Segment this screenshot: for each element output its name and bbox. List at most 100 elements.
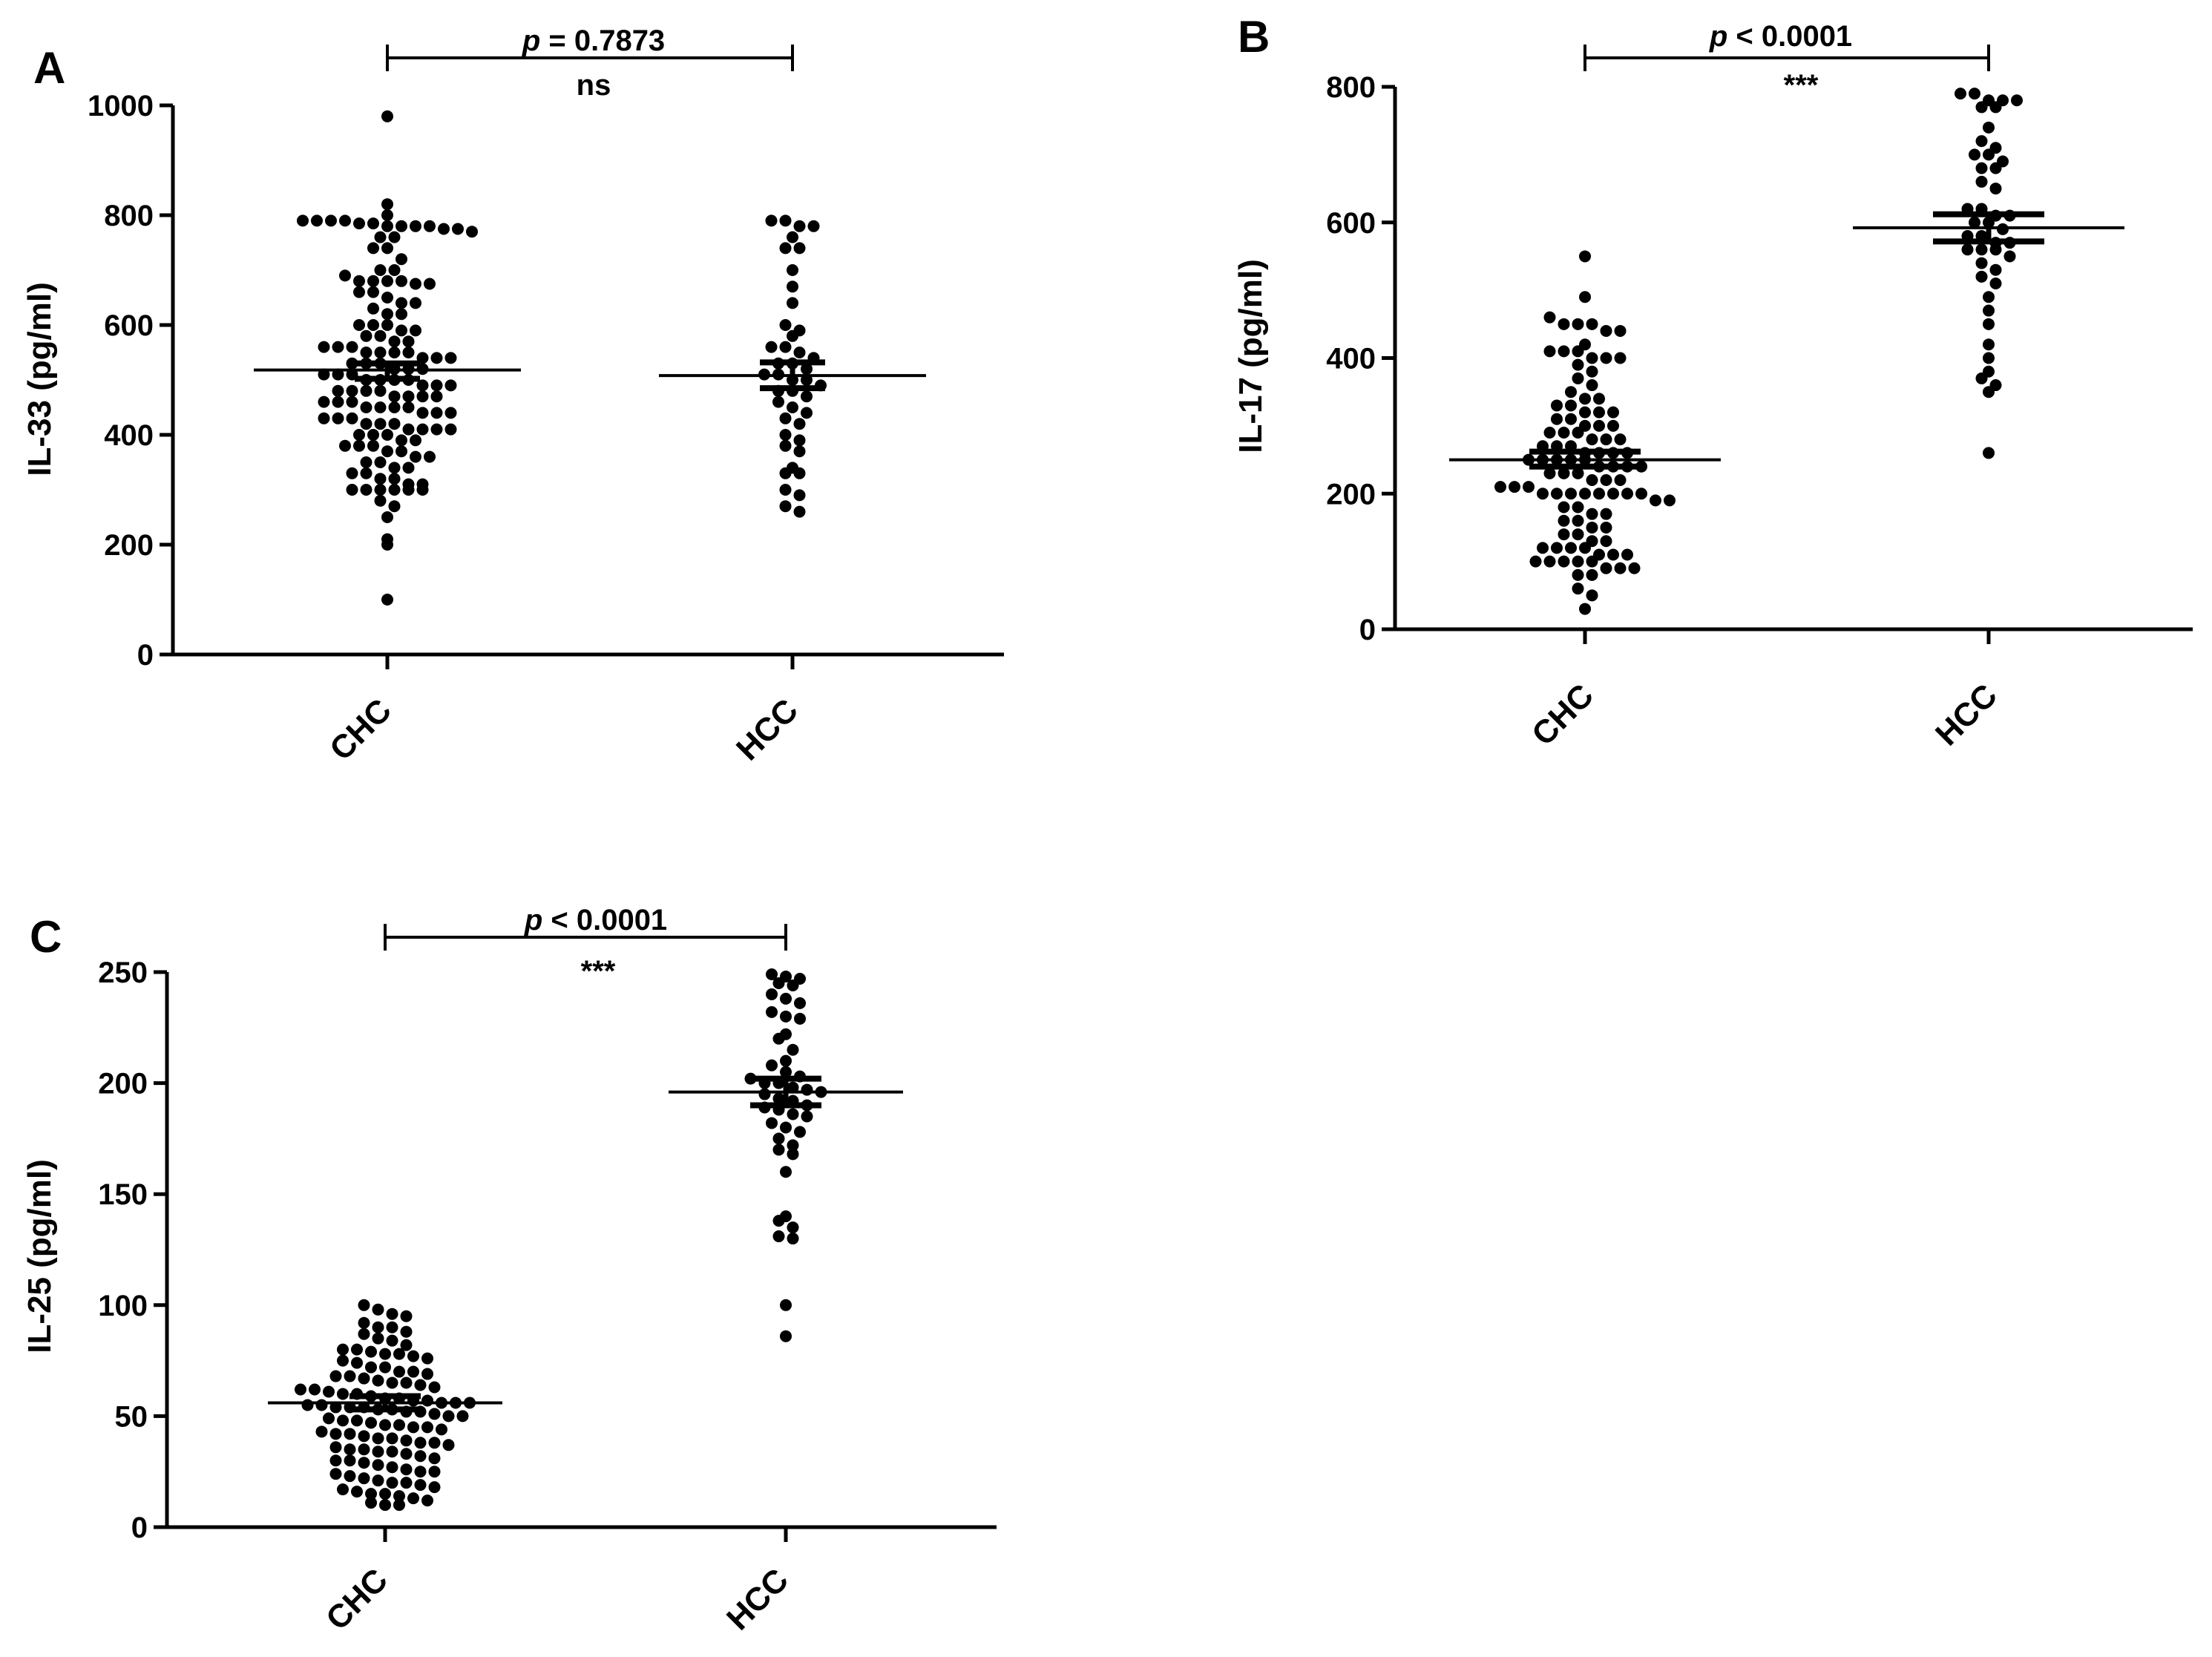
data-point bbox=[1572, 318, 1584, 330]
data-point bbox=[1614, 473, 1627, 486]
data-point bbox=[779, 214, 792, 227]
y-tick-label: 1000 bbox=[88, 90, 154, 122]
data-point bbox=[410, 324, 421, 337]
data-point bbox=[1523, 481, 1535, 493]
data-point bbox=[388, 335, 401, 348]
data-point bbox=[400, 1434, 413, 1447]
data-point bbox=[388, 264, 401, 276]
data-point bbox=[388, 231, 401, 243]
data-point bbox=[393, 1419, 405, 1431]
data-point bbox=[337, 1354, 349, 1367]
data-point bbox=[765, 341, 778, 353]
data-point bbox=[1543, 345, 1556, 358]
data-point bbox=[396, 275, 407, 287]
data-point bbox=[793, 418, 806, 430]
data-point bbox=[381, 220, 393, 232]
data-point bbox=[1551, 488, 1563, 500]
data-point bbox=[388, 484, 401, 496]
data-point bbox=[1600, 352, 1612, 364]
data-point bbox=[1551, 542, 1563, 554]
data-point bbox=[766, 1117, 778, 1129]
data-point bbox=[780, 1010, 792, 1023]
data-point bbox=[374, 418, 387, 430]
data-point bbox=[780, 1299, 792, 1311]
data-point bbox=[374, 484, 387, 496]
panel-c-p-value: p < 0.0001 bbox=[524, 904, 667, 936]
data-point bbox=[1607, 548, 1619, 561]
data-point bbox=[787, 979, 799, 991]
y-tick-label: 600 bbox=[104, 309, 154, 342]
y-tick-label: 400 bbox=[104, 419, 154, 452]
data-point bbox=[1989, 183, 2002, 195]
panel-b-xtick-label-hcc: HCC bbox=[1929, 677, 2004, 752]
data-point bbox=[1593, 393, 1605, 405]
data-point bbox=[1509, 481, 1520, 493]
data-point bbox=[793, 489, 806, 502]
data-point bbox=[1989, 277, 2002, 289]
data-point bbox=[339, 214, 351, 227]
data-point bbox=[793, 347, 806, 358]
data-point bbox=[353, 217, 365, 230]
data-point bbox=[358, 1299, 370, 1311]
panel-b-plot: 0 200 400 600 800 bbox=[1326, 45, 2193, 646]
data-point bbox=[1572, 358, 1584, 371]
data-point bbox=[428, 1437, 441, 1449]
data-point bbox=[1586, 473, 1598, 486]
data-point bbox=[787, 1221, 799, 1234]
data-point bbox=[1579, 488, 1591, 500]
data-point bbox=[780, 1121, 792, 1134]
data-point bbox=[1565, 488, 1577, 500]
data-point bbox=[444, 423, 457, 436]
data-point bbox=[381, 445, 393, 458]
data-point bbox=[424, 220, 436, 232]
data-point bbox=[337, 1343, 349, 1356]
data-point bbox=[381, 539, 393, 551]
data-point bbox=[779, 242, 792, 255]
data-point bbox=[421, 1394, 433, 1407]
data-point bbox=[360, 329, 373, 342]
data-point bbox=[396, 253, 407, 266]
data-point bbox=[1983, 148, 1995, 161]
data-point bbox=[1579, 603, 1591, 615]
data-point bbox=[329, 1441, 342, 1454]
data-point bbox=[414, 1379, 427, 1391]
data-point bbox=[787, 297, 798, 309]
data-point bbox=[367, 429, 379, 441]
data-point bbox=[1543, 555, 1556, 568]
data-point bbox=[444, 379, 457, 392]
data-point bbox=[379, 1419, 391, 1431]
data-point bbox=[1983, 386, 1995, 398]
data-point bbox=[318, 396, 330, 408]
data-point bbox=[351, 1343, 363, 1356]
data-point bbox=[424, 450, 436, 463]
data-point bbox=[416, 484, 429, 496]
data-point bbox=[430, 390, 443, 403]
data-point bbox=[332, 412, 344, 424]
panel-c-label: C bbox=[30, 912, 62, 962]
y-tick-label: 400 bbox=[1326, 343, 1376, 375]
data-point bbox=[1551, 399, 1563, 412]
data-point bbox=[353, 286, 365, 298]
data-point bbox=[430, 379, 443, 392]
data-point bbox=[1989, 243, 2002, 256]
data-point bbox=[381, 511, 393, 523]
panel-c-xtick-label-hcc: HCC bbox=[720, 1561, 795, 1637]
data-point bbox=[1558, 427, 1570, 439]
data-point bbox=[793, 467, 806, 479]
data-point bbox=[325, 214, 337, 227]
data-point bbox=[351, 1356, 363, 1369]
data-point bbox=[1558, 501, 1570, 513]
panel-b-significance: *** bbox=[1784, 69, 1819, 102]
data-point bbox=[428, 1481, 441, 1494]
data-point bbox=[1621, 488, 1633, 500]
data-point bbox=[374, 347, 387, 358]
panel-b: B IL-17 (pg/ml) p < 0.0001 *** CHC HCC 0… bbox=[1233, 12, 2193, 752]
data-point bbox=[1529, 555, 1542, 568]
data-point bbox=[400, 1377, 413, 1389]
data-point bbox=[416, 423, 429, 436]
y-tick-label: 200 bbox=[98, 1068, 148, 1100]
data-point bbox=[339, 269, 351, 282]
panel-a-xtick-label-hcc: HCC bbox=[729, 692, 805, 767]
data-point bbox=[1593, 406, 1605, 419]
data-point bbox=[793, 434, 806, 447]
